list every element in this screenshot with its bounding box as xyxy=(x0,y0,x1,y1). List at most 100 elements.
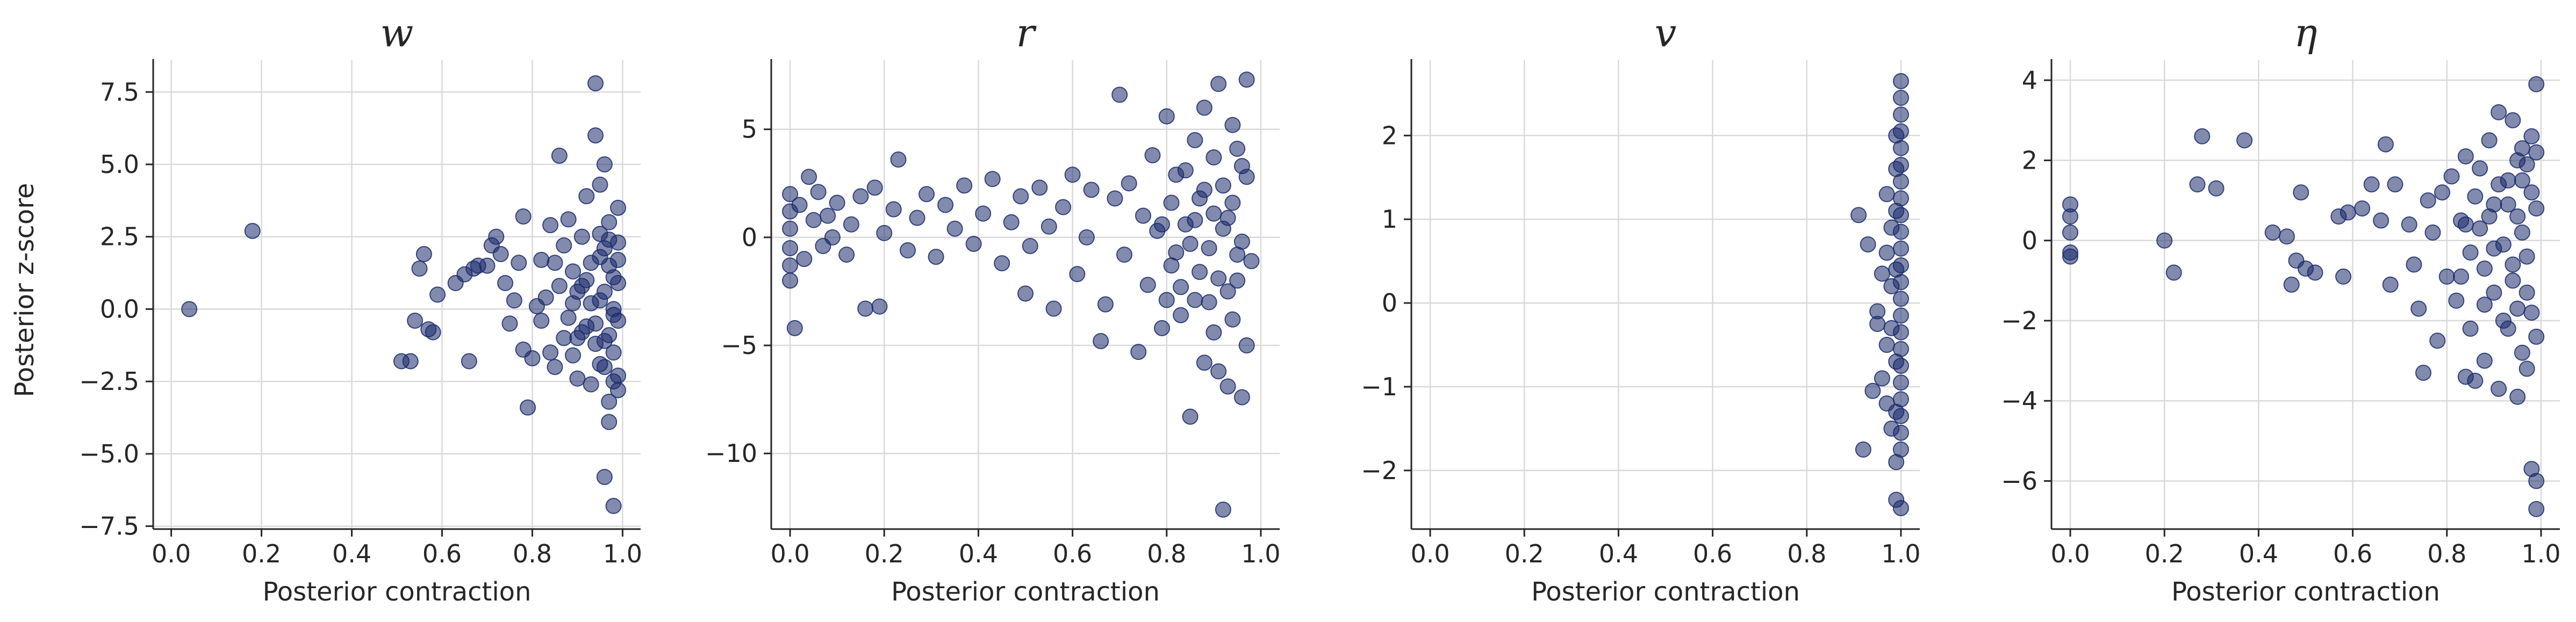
data-point xyxy=(1874,265,1890,282)
data-point xyxy=(1224,117,1241,133)
data-point xyxy=(852,188,869,205)
data-point xyxy=(2424,224,2441,241)
data-point xyxy=(2194,128,2211,144)
data-point xyxy=(506,292,522,309)
panel-v: 0.0 0.2 0.4 0.6 0.8 1.0 −2 −1 0 1 2 v Posterior co… xyxy=(1361,10,1920,607)
x-axis-label: Posterior contraction xyxy=(1531,577,1800,607)
x-tick-label: 1.0 xyxy=(603,539,642,568)
data-point xyxy=(1182,235,1199,252)
data-point xyxy=(2476,352,2493,369)
data-point xyxy=(592,292,608,309)
data-point xyxy=(1121,175,1137,192)
y-tick-label: −1 xyxy=(1361,372,1397,401)
data-point xyxy=(2189,176,2206,193)
data-point xyxy=(605,373,622,390)
data-point xyxy=(2448,292,2465,309)
data-point xyxy=(2476,261,2493,277)
data-point xyxy=(1196,355,1212,371)
x-tick-label: 0.0 xyxy=(1410,539,1450,568)
data-point xyxy=(2523,184,2540,201)
data-point xyxy=(1022,237,1038,254)
data-point xyxy=(542,344,559,361)
data-point xyxy=(1206,205,1222,222)
data-point xyxy=(2505,112,2521,128)
data-point xyxy=(1224,194,1241,211)
data-point xyxy=(1892,424,1909,441)
data-point xyxy=(533,313,550,329)
data-point xyxy=(556,237,572,254)
data-point xyxy=(2462,320,2479,337)
y-tick-label: 5.0 xyxy=(100,150,139,179)
x-tick-label: 0.0 xyxy=(2050,539,2090,568)
data-point xyxy=(2363,176,2380,193)
data-point xyxy=(1158,108,1175,125)
data-point xyxy=(551,278,568,294)
x-tick-label: 0.2 xyxy=(2145,539,2184,568)
y-tick-label: −2 xyxy=(2001,306,2037,335)
data-point xyxy=(601,232,618,248)
data-point xyxy=(1173,307,1189,323)
data-point xyxy=(2467,188,2484,205)
data-point xyxy=(1144,147,1161,164)
data-point xyxy=(2500,196,2516,213)
x-tick-label: 0.8 xyxy=(1787,539,1826,568)
data-point xyxy=(2481,208,2498,225)
data-point xyxy=(786,320,803,336)
data-point xyxy=(515,208,532,225)
data-point xyxy=(2335,268,2352,285)
data-point xyxy=(1158,292,1175,308)
data-point xyxy=(2401,216,2417,233)
data-point xyxy=(2264,224,2281,241)
data-point xyxy=(1883,320,1900,336)
data-point xyxy=(1892,140,1909,156)
data-point xyxy=(1855,441,1871,458)
data-point xyxy=(1206,149,1222,166)
data-point xyxy=(578,318,595,335)
data-point xyxy=(1187,132,1203,148)
data-point xyxy=(537,289,554,306)
y-tick-label: 5 xyxy=(742,115,757,144)
data-point xyxy=(2514,344,2530,361)
x-tick-label: 1.0 xyxy=(2521,539,2560,568)
data-point xyxy=(1233,389,1250,406)
y-tick-label: 2 xyxy=(2022,146,2037,175)
data-point xyxy=(501,315,518,332)
data-point xyxy=(569,330,586,346)
data-point xyxy=(2509,208,2526,225)
data-point xyxy=(520,399,536,416)
data-point xyxy=(1187,292,1203,308)
data-point xyxy=(1173,279,1189,295)
data-point xyxy=(1154,216,1171,233)
data-point xyxy=(2165,264,2182,281)
panel-title: w xyxy=(381,10,414,55)
y-tick-label: −2.5 xyxy=(79,367,139,396)
x-tick-label: 0.4 xyxy=(332,539,371,568)
data-point xyxy=(1233,158,1250,175)
data-point xyxy=(1078,229,1095,245)
data-point xyxy=(2518,248,2535,265)
data-point xyxy=(2509,152,2526,169)
x-tick-label: 0.2 xyxy=(242,539,281,568)
data-point xyxy=(2528,473,2545,489)
data-point xyxy=(587,127,604,144)
data-point xyxy=(2420,192,2436,209)
data-point xyxy=(2505,272,2521,289)
data-point xyxy=(1224,311,1241,328)
data-point xyxy=(1892,106,1909,123)
y-tick-label: 1 xyxy=(1382,205,1397,234)
data-point xyxy=(605,497,622,514)
data-point xyxy=(1116,247,1132,263)
y-tick-label: −2 xyxy=(1361,456,1397,485)
data-point xyxy=(1888,403,1905,420)
data-point xyxy=(1892,123,1909,140)
y-tick-label: −4 xyxy=(2001,386,2037,415)
data-point xyxy=(2481,132,2498,149)
data-point xyxy=(1892,223,1909,240)
data-point xyxy=(2283,276,2300,293)
data-point xyxy=(810,184,827,200)
data-point xyxy=(407,313,424,329)
data-point xyxy=(1892,441,1909,458)
data-point xyxy=(488,228,505,245)
data-point xyxy=(601,214,618,230)
data-point xyxy=(542,217,559,234)
